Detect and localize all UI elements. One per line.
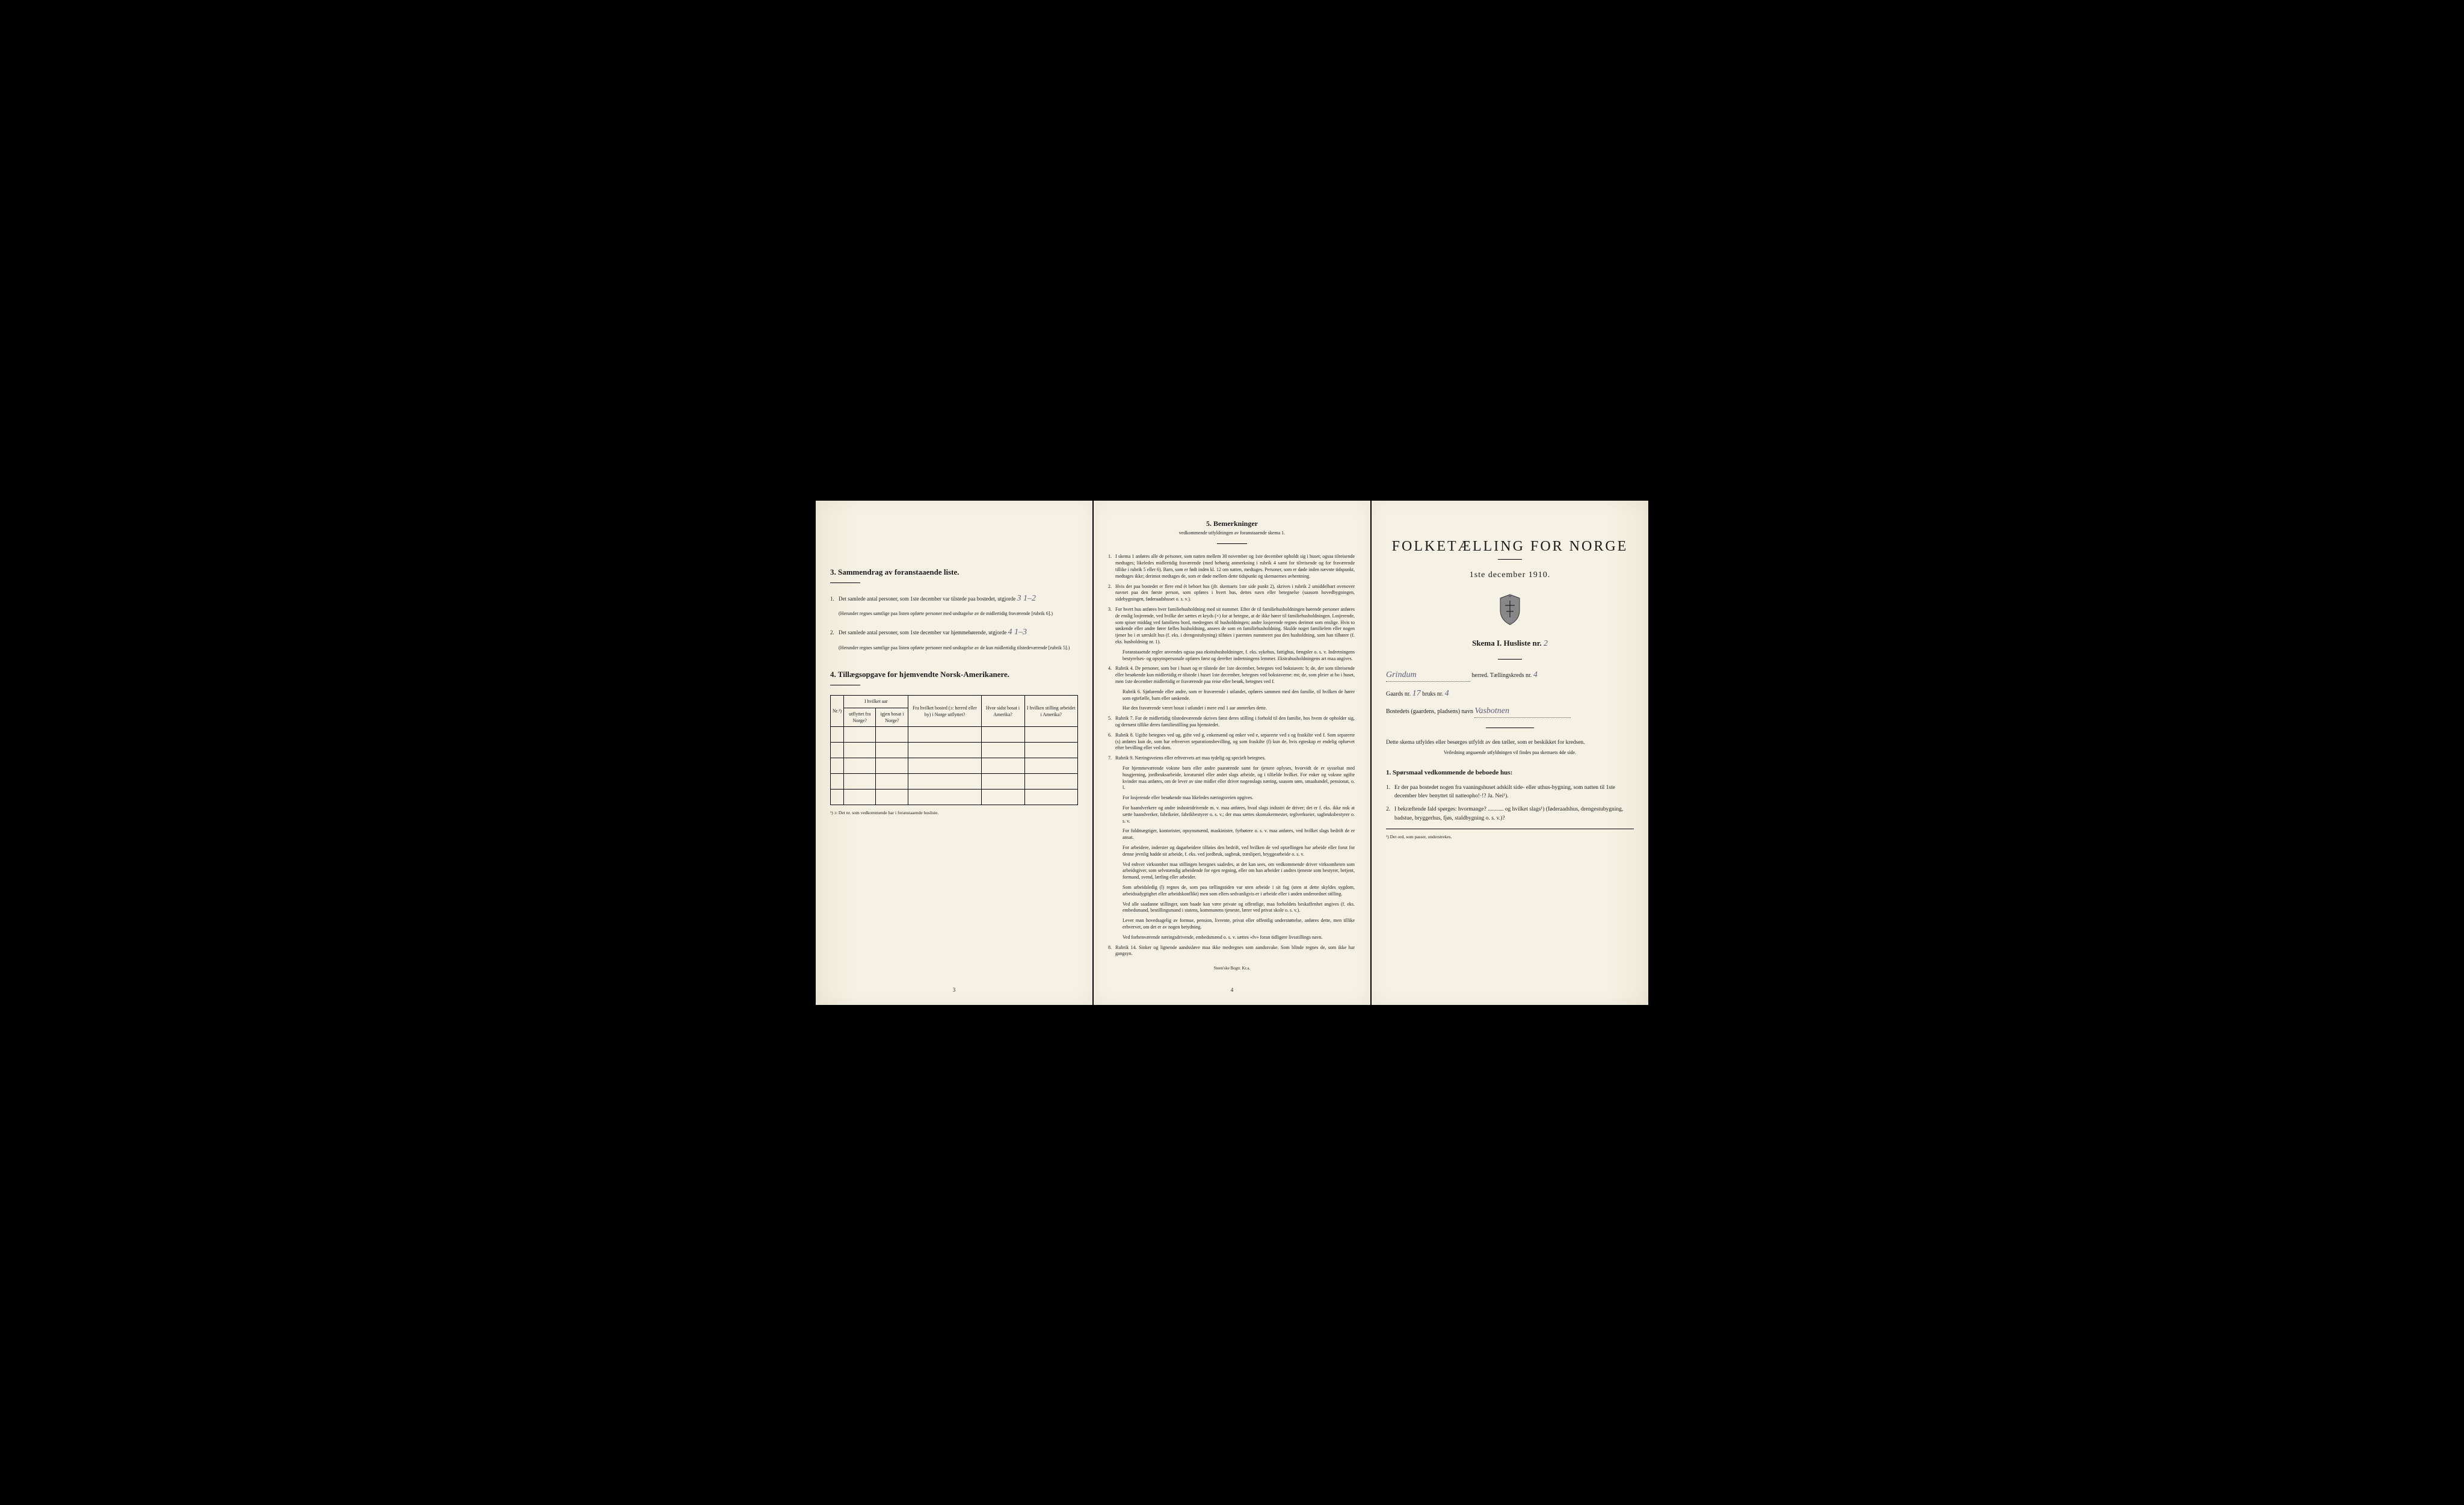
remark-sub: Rubrik 6. Sjøfarende eller andre, som er… — [1108, 689, 1356, 702]
remark-sub: Lever man hovedsagelig av formue, pensio… — [1108, 918, 1356, 931]
remark-sub: Ved alle saadanne stillinger, som baade … — [1108, 901, 1356, 915]
remark-sub: For hjemmeværende voksne barn eller andr… — [1108, 765, 1356, 791]
section-3-title: 3. Sammendrag av foranstaaende liste. — [830, 567, 1078, 578]
table-row — [831, 758, 1078, 774]
rule — [1498, 559, 1522, 560]
remark-sub: Foranstaaende regler anvendes ogsaa paa … — [1108, 649, 1356, 663]
remark-item: 7.Rubrik 9. Næringsveiens eller erhverve… — [1108, 755, 1356, 762]
main-title: FOLKETÆLLING FOR NORGE — [1386, 537, 1634, 557]
skema-line: Skema I. Husliste nr. 2 — [1386, 638, 1634, 650]
fill-2: 4 1–3 — [1008, 628, 1027, 637]
fill-1: 3 1–2 — [1017, 594, 1036, 603]
rule — [1217, 543, 1247, 544]
remark-item: 6.Rubrik 8. Ugifte betegnes ved ug, gift… — [1108, 732, 1356, 752]
page-1-cover: FOLKETÆLLING FOR NORGE 1ste december 191… — [1372, 501, 1648, 1005]
main-subtitle: 1ste december 1910. — [1386, 569, 1634, 581]
page-4: 5. Bemerkninger vedkommende utfyldningen… — [1094, 501, 1370, 1005]
th-out: utflyttet fra Norge? — [844, 708, 876, 726]
remark-sub: Som arbeidsledig (l) regnes de, som paa … — [1108, 885, 1356, 898]
document-spread: 3. Sammendrag av foranstaaende liste. 1.… — [811, 496, 1653, 1010]
herred-line: Grindum herred. Tællingskreds nr. 4 — [1386, 669, 1634, 682]
remark-sub: For arbeidere, inderster og dagarbeidere… — [1108, 845, 1356, 858]
item-1-note: (Herunder regnes samtlige paa listen opf… — [839, 610, 1078, 617]
america-table: Nr.¹) I hvilket aar Fra hvilket bosted (… — [830, 695, 1078, 805]
question-1: 1.Er der paa bostedet nogen fra vaanings… — [1386, 783, 1634, 801]
page-number: 4 — [1231, 986, 1234, 994]
instructions-sub: Veiledning angaaende utfyldningen vil fi… — [1386, 749, 1634, 756]
printer-mark: Steen'ske Bogtr. Kr.a. — [1108, 966, 1356, 972]
remark-sub: Ved forhenværende næringsdrivende, embed… — [1108, 935, 1356, 941]
bosted-fill: Vasbotnen — [1474, 705, 1571, 718]
section-4-title: 4. Tillægsopgave for hjemvendte Norsk-Am… — [830, 669, 1078, 680]
th-from: Fra hvilket bosted (ɔ: herred eller by) … — [908, 696, 981, 727]
remark-sub: For haandverkere og andre industridriven… — [1108, 805, 1356, 824]
bruks-nr: 4 — [1445, 689, 1449, 698]
item-2: 2.Det samlede antal personer, som 1ste d… — [830, 626, 1078, 638]
footnote: ¹) Det ord, som passer, understrekes. — [1386, 834, 1634, 841]
table-row — [831, 727, 1078, 743]
page-3: 3. Sammendrag av foranstaaende liste. 1.… — [816, 501, 1092, 1005]
remark-item: 1.I skema 1 anføres alle de personer, so… — [1108, 554, 1356, 579]
herred-fill: Grindum — [1386, 669, 1470, 682]
gaards-nr: 17 — [1412, 689, 1421, 698]
instructions: Dette skema utfyldes eller besørges utfy… — [1386, 739, 1634, 747]
table-footnote: ¹) ɔ: Det nr. som vedkommende har i fora… — [830, 810, 1078, 817]
th-nr: Nr.¹) — [831, 696, 844, 727]
rule — [1498, 659, 1522, 660]
remark-sub: For losjerende eller besøkende maa likel… — [1108, 795, 1356, 802]
item-1: 1.Det samlede antal personer, som 1ste d… — [830, 593, 1078, 605]
kreds-nr: 4 — [1533, 670, 1538, 679]
th-where: Hvor sidst bosat i Amerika? — [981, 696, 1024, 727]
table-row — [831, 790, 1078, 805]
remark-sub: Ved enhver virksomhet maa stillingen bet… — [1108, 862, 1356, 881]
item-2-note: (Herunder regnes samtlige paa listen opf… — [839, 644, 1078, 651]
remark-sub: Har den fraværende været bosat i utlande… — [1108, 705, 1356, 712]
remarks-subtitle: vedkommende utfyldningen av foranstaaend… — [1108, 530, 1356, 536]
th-back: igjen bosat i Norge? — [876, 708, 908, 726]
gaards-line: Gaards nr. 17 bruks nr. 4 — [1386, 688, 1634, 700]
remark-item: 2.Hvis der paa bostedet er flere end ét … — [1108, 584, 1356, 603]
table-row — [831, 743, 1078, 758]
remark-item: 5.Rubrik 7. For de midlertidig tilstedev… — [1108, 715, 1356, 729]
remark-item: 4.Rubrik 4. De personer, som bor i huset… — [1108, 666, 1356, 685]
th-year: I hvilket aar — [844, 696, 908, 708]
page-number: 3 — [953, 986, 956, 994]
remark-item: 8.Rubrik 14. Sinker og lignende aandsslø… — [1108, 945, 1356, 958]
table-row — [831, 774, 1078, 790]
coat-of-arms-icon — [1497, 593, 1523, 626]
remark-item: 3.For hvert hus anføres hver familiehush… — [1108, 607, 1356, 646]
husliste-nr: 2 — [1544, 639, 1548, 648]
remarks-title: 5. Bemerkninger — [1108, 519, 1356, 529]
question-section-title: 1. Spørsmaal vedkommende de beboede hus: — [1386, 768, 1634, 777]
bosted-line: Bostedets (gaardens, pladsens) navn Vasb… — [1386, 705, 1634, 718]
th-job: I hvilken stilling arbeidet i Amerika? — [1024, 696, 1078, 727]
question-2: 2.I bekræftende fald spørges: hvormange?… — [1386, 805, 1634, 823]
remark-sub: For fuldmægtiger, kontorister, opsynsmæn… — [1108, 828, 1356, 841]
